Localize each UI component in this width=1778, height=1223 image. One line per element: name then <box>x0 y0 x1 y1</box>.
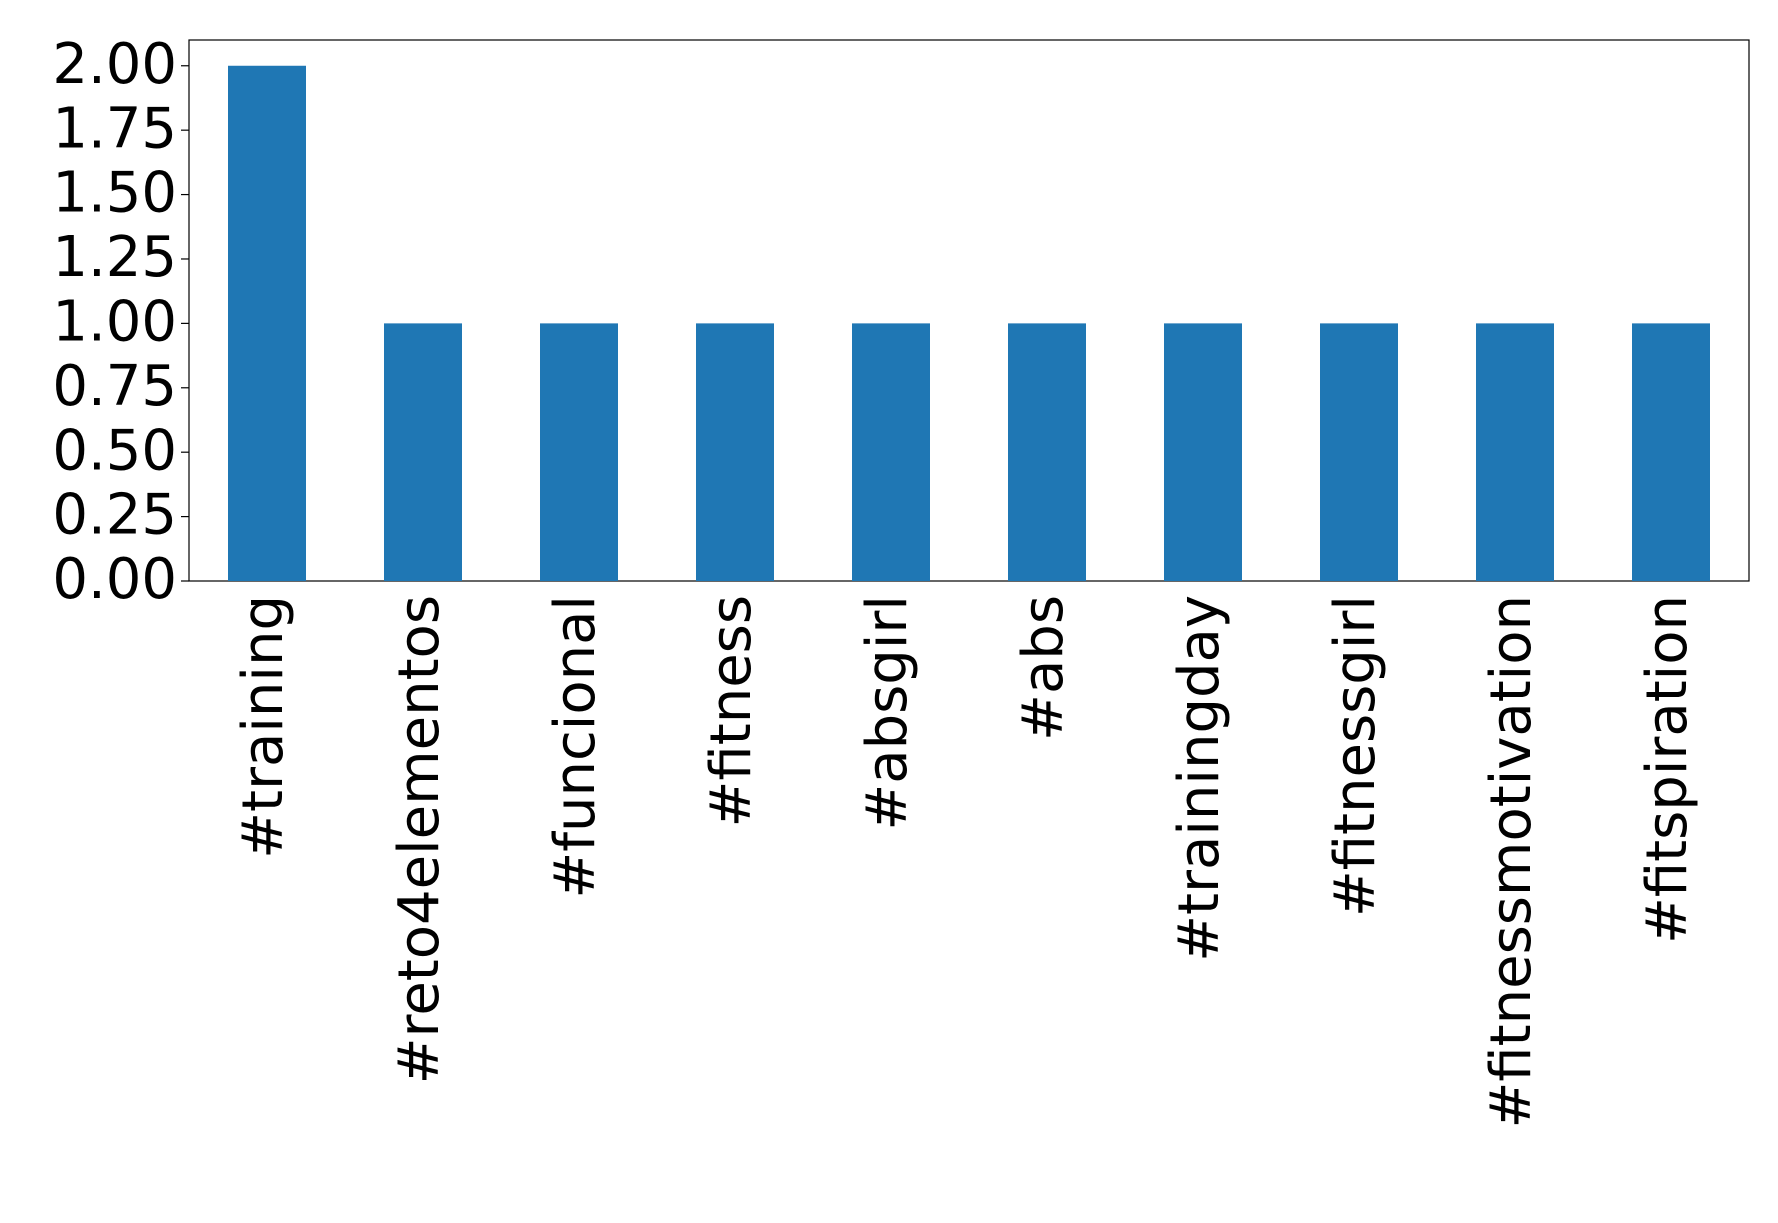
y-tick-label: 0.25 <box>52 483 177 548</box>
x-tick-label: #training <box>231 595 296 859</box>
bar <box>1164 323 1242 581</box>
x-tick-label: #abs <box>1011 595 1076 741</box>
x-tick-label: #funcional <box>543 595 608 899</box>
y-tick-label: 1.25 <box>52 225 177 290</box>
bar <box>1320 323 1398 581</box>
bar <box>228 65 306 581</box>
y-tick-label: 0.75 <box>52 354 177 419</box>
bar <box>696 323 774 581</box>
y-tick-label: 0.50 <box>52 418 177 483</box>
x-tick-label: #fitnessgirl <box>1323 595 1388 917</box>
bar <box>540 323 618 581</box>
bar <box>852 323 930 581</box>
x-tick-label: #reto4elementos <box>387 595 452 1084</box>
bar <box>1476 323 1554 581</box>
x-tick-label: #fitspiration <box>1635 595 1700 944</box>
y-tick-label: 1.50 <box>52 161 177 226</box>
bar <box>1008 323 1086 581</box>
bar <box>384 323 462 581</box>
x-tick-label: #trainingday <box>1167 595 1232 962</box>
y-tick-label: 1.75 <box>52 96 177 161</box>
y-tick-label: 2.00 <box>52 32 177 97</box>
bar <box>1632 323 1710 581</box>
x-tick-label: #fitnessmotivation <box>1479 595 1544 1129</box>
y-tick-label: 1.00 <box>52 290 177 355</box>
plot-frame <box>188 39 1750 582</box>
y-tick-label: 0.00 <box>52 547 177 612</box>
x-tick-label: #absgirl <box>855 595 920 831</box>
x-tick-label: #fitness <box>699 595 764 827</box>
